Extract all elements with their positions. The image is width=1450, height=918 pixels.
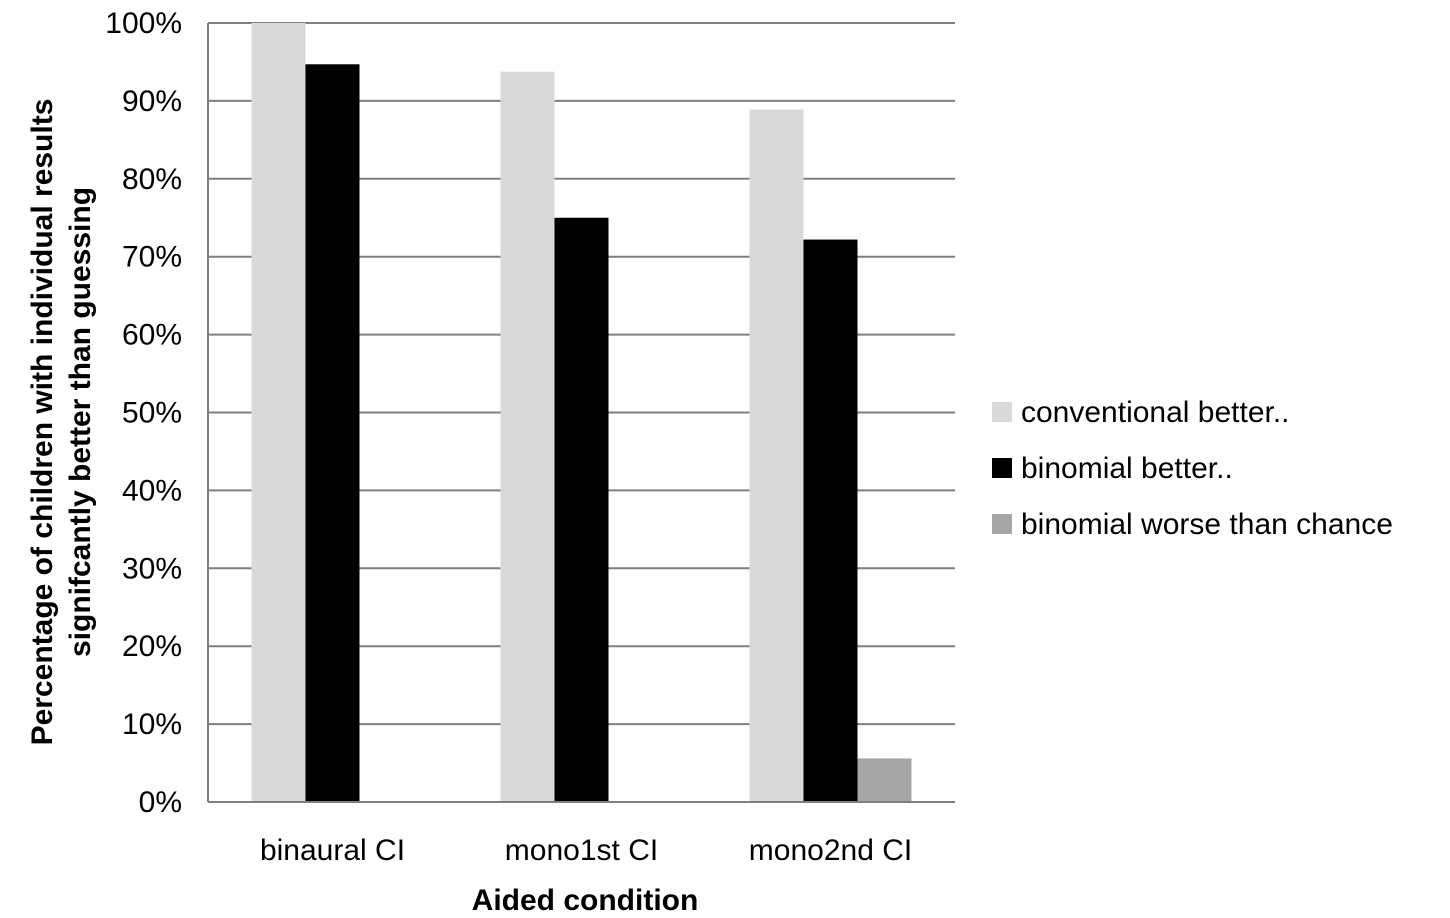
bar-3-3 bbox=[857, 758, 912, 802]
legend-label-2: binomial better.. bbox=[1021, 452, 1233, 485]
y-tick-labels: 0% 10% 20% 30% 40% 50% 60% 70% 80% 90% 100% bbox=[105, 7, 182, 819]
y-axis-title-line-2: signifcantly better than guessing bbox=[64, 187, 97, 657]
axes bbox=[207, 23, 955, 803]
bar-2-1 bbox=[305, 64, 360, 803]
legend-swatch-2 bbox=[992, 458, 1012, 478]
y-tick-label: 30% bbox=[122, 552, 182, 585]
legend-label-1: conventional better.. bbox=[1021, 396, 1290, 429]
bar-2-3 bbox=[803, 239, 858, 802]
y-tick-label: 70% bbox=[122, 241, 182, 274]
bar-1-2 bbox=[500, 71, 555, 802]
x-category-label: binaural CI bbox=[260, 834, 405, 867]
y-tick-label: 60% bbox=[122, 319, 182, 352]
y-tick-label: 0% bbox=[139, 786, 182, 819]
bar-1-1 bbox=[251, 23, 306, 802]
y-tick-label: 40% bbox=[122, 474, 182, 507]
legend: conventional better.. binomial better.. bi… bbox=[992, 396, 1393, 541]
legend-label-3: binomial worse than chance bbox=[1021, 508, 1393, 541]
x-category-label: mono2nd CI bbox=[749, 834, 912, 867]
y-axis-title: Percentage of children with individual r… bbox=[26, 99, 97, 746]
bar-2-2 bbox=[554, 217, 609, 802]
bar-1-3 bbox=[749, 109, 804, 803]
legend-swatch-1 bbox=[992, 402, 1012, 422]
y-tick-label: 10% bbox=[122, 708, 182, 741]
x-axis-title: Aided condition bbox=[472, 884, 699, 913]
y-tick-label: 100% bbox=[105, 7, 182, 40]
legend-swatch-3 bbox=[992, 514, 1012, 534]
y-tick-label: 90% bbox=[122, 85, 182, 118]
y-tick-label: 80% bbox=[122, 163, 182, 196]
y-axis-title-line-1: Percentage of children with individual r… bbox=[26, 99, 59, 746]
y-tick-label: 50% bbox=[122, 397, 182, 430]
x-category-label: mono1st CI bbox=[505, 834, 658, 867]
bars bbox=[251, 23, 912, 803]
x-category-labels: binaural CI mono1st CI mono2nd CI bbox=[260, 834, 912, 867]
y-tick-label: 20% bbox=[122, 630, 182, 663]
